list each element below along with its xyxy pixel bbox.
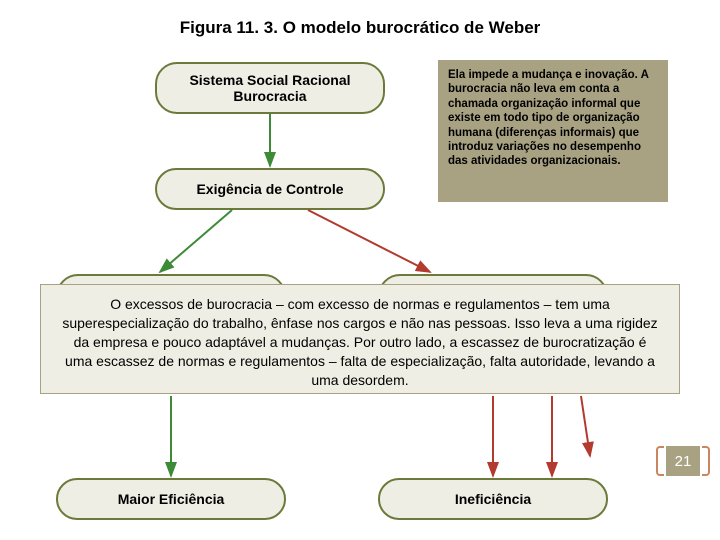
figure-title: Figura 11. 3. O modelo burocrático de We…: [0, 0, 720, 38]
page-number-value: 21: [675, 453, 692, 470]
callout-text: Ela impede a mudança e inovação. A buroc…: [448, 69, 648, 167]
node-exigencia: Exigência de Controle: [155, 168, 385, 210]
node-maior-eficiencia: Maior Eficiência: [56, 478, 286, 520]
node-label: Maior Eficiência: [118, 491, 225, 507]
callout-box: Ela impede a mudança e inovação. A buroc…: [438, 60, 668, 202]
overlay-text: O excessos de burocracia – com excesso d…: [62, 296, 657, 388]
overlay-paragraph: O excessos de burocracia – com excesso d…: [40, 284, 680, 394]
node-sistema-social: Sistema Social RacionalBurocracia: [155, 62, 385, 114]
page-number: 21: [666, 446, 700, 476]
node-label: Ineficiência: [455, 491, 531, 507]
node-ineficiencia: Ineficiência: [378, 478, 608, 520]
node-label: Exigência de Controle: [196, 181, 343, 197]
node-label: Sistema Social RacionalBurocracia: [189, 72, 350, 104]
